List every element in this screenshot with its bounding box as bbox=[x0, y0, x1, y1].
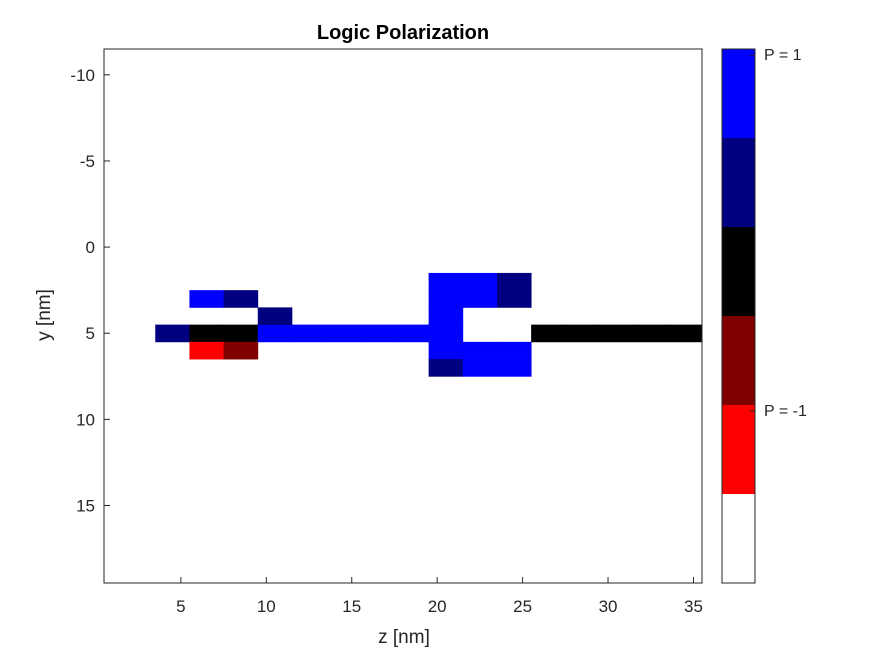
heatmap-cell bbox=[189, 324, 224, 343]
heatmap-cell bbox=[428, 272, 464, 291]
heatmap-cell bbox=[223, 341, 259, 360]
colorbar-swatch bbox=[722, 227, 755, 317]
y-tick-label: 15 bbox=[76, 496, 95, 515]
x-tick-label: 5 bbox=[176, 597, 185, 616]
heatmap-cell bbox=[257, 307, 293, 326]
heatmap-cell bbox=[428, 341, 464, 360]
y-tick-label: -5 bbox=[80, 152, 95, 171]
heatmap-cell bbox=[223, 290, 259, 308]
colorbar-swatch bbox=[722, 316, 755, 406]
heatmap-cell bbox=[462, 359, 498, 377]
x-tick-label: 25 bbox=[513, 597, 532, 616]
colorbar-frame bbox=[721, 48, 756, 584]
colorbar: P = 1 P = -1 bbox=[721, 47, 807, 584]
x-tick-label: 15 bbox=[342, 597, 361, 616]
heatmap-cell bbox=[223, 324, 259, 343]
heatmap-cell bbox=[155, 324, 190, 343]
x-tick-label: 30 bbox=[599, 597, 618, 616]
colorbar-label: P = -1 bbox=[764, 403, 807, 420]
heatmap-cell bbox=[326, 324, 361, 343]
x-ticks: 5 10 15 20 25 30 35 bbox=[176, 577, 703, 616]
heatmap-cell bbox=[360, 324, 395, 343]
heatmap-cell bbox=[189, 290, 224, 308]
heatmap-cell bbox=[462, 341, 498, 360]
x-tick-label: 35 bbox=[684, 597, 703, 616]
x-tick-label: 20 bbox=[428, 597, 447, 616]
y-tick-label: -10 bbox=[70, 66, 95, 85]
heatmap-cell bbox=[496, 290, 532, 308]
heatmap-cell bbox=[496, 341, 532, 360]
colorbar-swatch bbox=[722, 494, 755, 584]
heatmap-cell bbox=[394, 324, 430, 343]
axes-box bbox=[103, 48, 703, 584]
heatmap-cell bbox=[428, 307, 464, 326]
colorbar-swatch bbox=[722, 49, 755, 139]
heatmap-cell bbox=[599, 324, 635, 343]
colorbar-label: P = 1 bbox=[764, 47, 802, 64]
colorbar-swatch bbox=[722, 405, 755, 495]
heatmap-cell bbox=[565, 324, 600, 343]
heatmap-cells bbox=[155, 272, 703, 377]
heatmap-cell bbox=[428, 324, 464, 343]
y-tick-label: 10 bbox=[76, 410, 95, 429]
y-tick-label: 0 bbox=[86, 238, 95, 257]
heatmap-cell bbox=[667, 324, 703, 343]
heatmap-cell bbox=[257, 324, 293, 343]
chart-title: Logic Polarization bbox=[317, 22, 489, 44]
heatmap-cell bbox=[496, 272, 532, 291]
heatmap-cell bbox=[291, 324, 327, 343]
y-axis-label: y [nm] bbox=[34, 289, 55, 341]
heatmap-cell bbox=[496, 359, 532, 377]
colorbar-swatch bbox=[722, 138, 755, 228]
heatmap-cell bbox=[462, 290, 498, 308]
x-axis-label: z [nm] bbox=[378, 627, 430, 648]
y-tick-label: 5 bbox=[86, 324, 95, 343]
heatmap-cell bbox=[189, 341, 224, 360]
heatmap-cell bbox=[462, 272, 498, 291]
heatmap-cell bbox=[531, 324, 566, 343]
y-ticks: -10 -5 0 5 10 15 bbox=[70, 66, 110, 515]
heatmap-cell bbox=[633, 324, 669, 343]
x-tick-label: 10 bbox=[257, 597, 276, 616]
heatmap-cell bbox=[428, 359, 464, 377]
heatmap-cell bbox=[428, 290, 464, 308]
